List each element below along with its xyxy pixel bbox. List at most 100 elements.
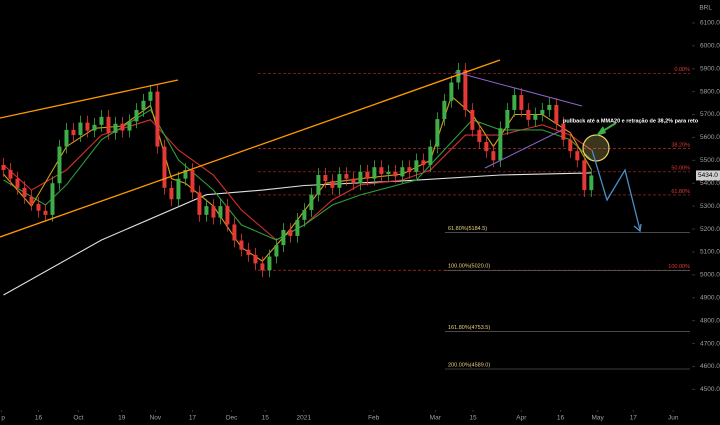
y-tick-label: 5500.0 xyxy=(700,157,720,164)
y-tick-label: 4600.0 xyxy=(700,363,720,370)
trend-line xyxy=(0,79,179,119)
candle-body xyxy=(288,229,293,236)
y-tick-label: 6000.0 xyxy=(700,43,720,50)
x-tick-label: Oct xyxy=(73,415,83,422)
x-tick-label: 15 xyxy=(469,415,477,422)
candle-body xyxy=(449,82,454,101)
x-tick-label: 16 xyxy=(35,415,43,422)
candle-body xyxy=(575,151,580,161)
candle-body xyxy=(260,263,265,271)
candle-body xyxy=(267,256,272,271)
fib-extension-label: 200.00%(4589.0) xyxy=(448,362,490,368)
trend-line xyxy=(0,59,501,238)
price-box xyxy=(696,170,720,181)
fib-label: 38.20% xyxy=(671,143,690,149)
candle-body xyxy=(393,171,398,177)
x-tick-label: 2021 xyxy=(296,415,311,422)
candle-body xyxy=(127,121,132,131)
fib-label: 61.80% xyxy=(671,189,690,195)
candle-body xyxy=(239,240,244,250)
candle-body xyxy=(78,122,83,136)
candle-body xyxy=(470,109,475,130)
x-tick-label: Dec xyxy=(226,415,238,422)
candle-body xyxy=(435,119,440,147)
candle-body xyxy=(211,206,216,218)
candle-body xyxy=(155,91,160,147)
candle-body xyxy=(421,160,426,165)
y-tick-label: 4800.0 xyxy=(700,317,720,324)
candle-body xyxy=(316,174,321,195)
fib-label: 0.00% xyxy=(674,67,690,73)
candle-body xyxy=(386,171,391,175)
candle-body xyxy=(225,206,230,225)
candle-body xyxy=(323,174,328,181)
price-label: 5434.0 xyxy=(698,172,718,179)
candle-body xyxy=(113,123,118,133)
candle-body xyxy=(183,169,188,179)
candle-body xyxy=(295,219,300,236)
candle-body xyxy=(141,100,146,110)
candle-body xyxy=(50,183,55,215)
candle-body xyxy=(400,167,405,177)
x-tick-label: 17 xyxy=(189,415,197,422)
candle-body xyxy=(309,194,314,211)
fib-label: 100.00% xyxy=(668,264,690,270)
candle-body xyxy=(106,116,111,133)
fib-label: 50.00% xyxy=(671,166,690,172)
projection-arrow xyxy=(591,149,641,231)
candle-body xyxy=(162,146,167,188)
fib-extension-label: 100.00%(5020.0) xyxy=(448,264,490,270)
candle-body xyxy=(253,254,258,264)
symbol: BRL xyxy=(699,5,712,12)
candle-body xyxy=(246,249,251,255)
candle-body xyxy=(120,123,125,131)
arrow-head xyxy=(596,126,606,136)
y-tick-label: 5200.0 xyxy=(700,226,720,233)
candle-body xyxy=(519,95,524,110)
y-tick-label: 5100.0 xyxy=(700,249,720,256)
candle-body xyxy=(1,164,6,170)
x-tick-label: Nov xyxy=(150,415,162,422)
x-tick-label: p xyxy=(1,415,5,422)
x-tick-label: Mar xyxy=(430,415,442,422)
candle-body xyxy=(302,210,307,220)
candle-body xyxy=(85,122,90,131)
y-tick-label: 5800.0 xyxy=(700,88,720,95)
candle-body xyxy=(428,146,433,165)
x-tick-label: 19 xyxy=(118,415,126,422)
y-tick-label: 5000.0 xyxy=(700,272,720,279)
candle-body xyxy=(232,224,237,241)
triangle-line xyxy=(454,71,583,107)
candle-body xyxy=(414,160,419,172)
candle-body xyxy=(589,175,594,191)
candle-body xyxy=(64,129,69,147)
x-tick-label: Jun xyxy=(668,415,679,422)
annotation: pullback até a MMA20 e retração de 38,2%… xyxy=(563,118,699,124)
candle-body xyxy=(365,171,370,179)
candle-body xyxy=(498,128,503,161)
x-tick-label: 17 xyxy=(630,415,638,422)
x-tick-label: Apr xyxy=(516,415,527,422)
y-tick-label: 5400.0 xyxy=(700,180,720,187)
candle-body xyxy=(505,109,510,129)
y-tick-label: 5600.0 xyxy=(700,134,720,141)
candle-body xyxy=(218,206,223,218)
candle-body xyxy=(379,167,384,175)
x-tick-label: May xyxy=(591,415,604,422)
candle-body xyxy=(36,203,41,211)
candle-body xyxy=(29,196,34,204)
candle-body xyxy=(190,169,195,193)
candle-body xyxy=(484,142,489,152)
candle-body xyxy=(57,146,62,184)
candle-body xyxy=(442,100,447,120)
y-tick-label: 5300.0 xyxy=(700,203,720,210)
candle-body xyxy=(351,178,356,184)
candle-body xyxy=(134,109,139,122)
candle-body xyxy=(547,104,552,110)
x-tick-label: 15 xyxy=(262,415,270,422)
highlight-circle xyxy=(582,134,610,162)
candle-body xyxy=(197,192,202,215)
x-tick-label: Feb xyxy=(368,415,380,422)
drawings xyxy=(0,59,642,238)
